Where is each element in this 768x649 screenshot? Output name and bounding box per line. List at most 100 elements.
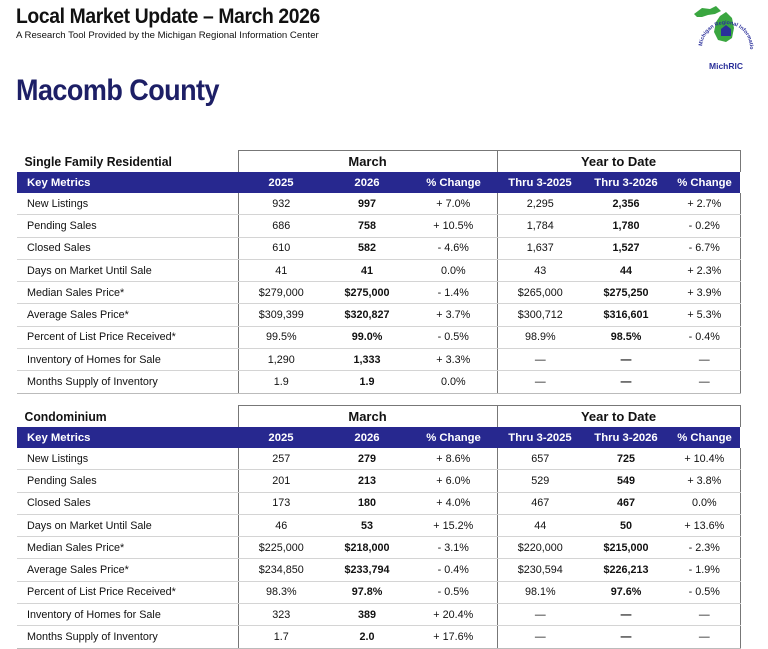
column-header: Thru 3-2026 <box>583 427 670 448</box>
metric-label: Inventory of Homes for Sale <box>17 603 238 627</box>
michric-logo: Michigan Regional Information Center Mic… <box>688 2 754 71</box>
metric-value: + 13.6% <box>669 514 741 538</box>
metric-value: 1.9 <box>324 370 410 394</box>
metric-value: 99.5% <box>237 326 324 350</box>
metric-value: - 6.7% <box>669 237 741 260</box>
metric-label: Days on Market Until Sale <box>17 514 238 538</box>
metric-label: Median Sales Price* <box>17 536 238 560</box>
metric-value: $218,000 <box>324 536 410 560</box>
metric-value: 1,527 <box>583 237 670 260</box>
metric-value: 582 <box>324 237 410 260</box>
table-body: New Listings 932 997 + 7.0% 2,295 2,356 + 2.7%… <box>17 193 741 394</box>
metric-label: Pending Sales <box>17 469 238 493</box>
metric-label: Closed Sales <box>17 492 238 515</box>
metric-label: Average Sales Price* <box>17 558 238 582</box>
column-header: 2026 <box>324 427 410 448</box>
column-header: % Change <box>669 172 741 193</box>
logo-ring-text: Michigan Regional Information Center <box>688 2 754 50</box>
metric-value: 99.0% <box>324 326 410 350</box>
table-row: Average Sales Price* $234,850 $233,794- 0.… <box>17 558 741 582</box>
logo-text: MichRIC <box>709 61 743 71</box>
metric-value: 323 <box>237 603 324 627</box>
metric-value: 725 <box>583 448 670 471</box>
metric-value: + 5.3% <box>669 303 741 327</box>
metric-label: Percent of List Price Received* <box>17 326 238 350</box>
metric-value: — <box>496 370 584 394</box>
metric-value: 2,295 <box>496 193 584 216</box>
condominium-table: Condominium March Year to Date Key Metri… <box>17 405 741 649</box>
metric-value: — <box>669 348 741 372</box>
column-header: % Change <box>410 427 498 448</box>
metric-value: 46 <box>237 514 324 538</box>
metric-value: 257 <box>237 448 324 471</box>
column-header-row: Key Metrics 2025 2026 % Change Thru 3-20… <box>17 172 741 193</box>
metric-value: — <box>496 625 584 649</box>
metric-value: + 4.0% <box>410 492 498 515</box>
metric-value: 1.7 <box>237 625 324 649</box>
column-header: Key Metrics <box>17 172 238 193</box>
metric-value: $226,213 <box>583 558 670 582</box>
metric-value: 43 <box>496 259 584 283</box>
metric-value: 98.5% <box>583 326 670 350</box>
metric-value: + 2.3% <box>669 259 741 283</box>
metric-value: 44 <box>496 514 584 538</box>
metric-value: 279 <box>324 448 410 471</box>
metric-label: Average Sales Price* <box>17 303 238 327</box>
metric-value: 549 <box>583 469 670 493</box>
metric-value: — <box>583 625 670 649</box>
metric-value: - 2.3% <box>669 536 741 560</box>
metric-value: - 0.5% <box>410 326 498 350</box>
metric-value: - 0.5% <box>410 581 498 605</box>
metric-value: — <box>496 603 584 627</box>
metric-value: — <box>583 348 670 372</box>
group-header-ytd: Year to Date <box>496 405 741 427</box>
metric-value: + 7.0% <box>410 193 498 216</box>
metric-value: $316,601 <box>583 303 670 327</box>
table-group-header: Condominium March Year to Date <box>17 405 741 427</box>
table-row: Pending Sales 686 758 + 10.5% 1,784 1,780- 0.… <box>17 214 741 238</box>
metric-value: 2.0 <box>324 625 410 649</box>
table-body: New Listings 257 279 + 8.6% 657 725 + 10.4% Pen… <box>17 448 741 649</box>
metric-value: 467 <box>496 492 584 515</box>
metric-value: — <box>669 603 741 627</box>
table-title: Single Family Residential <box>24 153 172 169</box>
metric-value: 997 <box>324 193 410 216</box>
metric-value: 0.0% <box>410 370 498 394</box>
metric-value: 98.9% <box>496 326 584 350</box>
metric-value: 41 <box>324 259 410 283</box>
metric-value: 2,356 <box>583 193 670 216</box>
metric-value: $220,000 <box>496 536 584 560</box>
metric-value: 1,780 <box>583 214 670 238</box>
metric-value: 932 <box>237 193 324 216</box>
metric-value: - 0.4% <box>669 326 741 350</box>
metric-value: — <box>669 370 741 394</box>
metric-label: Pending Sales <box>17 214 238 238</box>
table-row: Average Sales Price* $309,399 $320,827 + 3.… <box>17 303 741 327</box>
metric-value: + 15.2% <box>410 514 498 538</box>
table-row: Months Supply of Inventory 1.7 2.0 + 17.6% —… <box>17 625 741 649</box>
metric-value: - 3.1% <box>410 536 498 560</box>
metric-value: 53 <box>324 514 410 538</box>
metric-value: 657 <box>496 448 584 471</box>
metric-value: + 20.4% <box>410 603 498 627</box>
metric-value: 686 <box>237 214 324 238</box>
metric-value: 97.8% <box>324 581 410 605</box>
metric-value: + 6.0% <box>410 469 498 493</box>
group-header-march: March <box>237 405 498 427</box>
metric-value: 1.9 <box>237 370 324 394</box>
column-header: Key Metrics <box>17 427 238 448</box>
group-header-march: March <box>237 150 498 172</box>
metric-value: + 8.6% <box>410 448 498 471</box>
metric-value: + 10.5% <box>410 214 498 238</box>
metric-value: 98.1% <box>496 581 584 605</box>
metric-value: 173 <box>237 492 324 515</box>
metric-value: - 0.2% <box>669 214 741 238</box>
metric-value: 1,784 <box>496 214 584 238</box>
table-row: Closed Sales 610 582- 4.6% 1,637 1,527- 6.7% <box>17 237 741 260</box>
metric-value: 610 <box>237 237 324 260</box>
column-header: Thru 3-2025 <box>497 172 584 193</box>
svg-text:Michigan Regional Information: Michigan Regional Information Center <box>688 2 754 50</box>
metric-value: + 17.6% <box>410 625 498 649</box>
table-row: Months Supply of Inventory 1.9 1.9 0.0% — — — <box>17 370 741 394</box>
metric-value: — <box>496 348 584 372</box>
